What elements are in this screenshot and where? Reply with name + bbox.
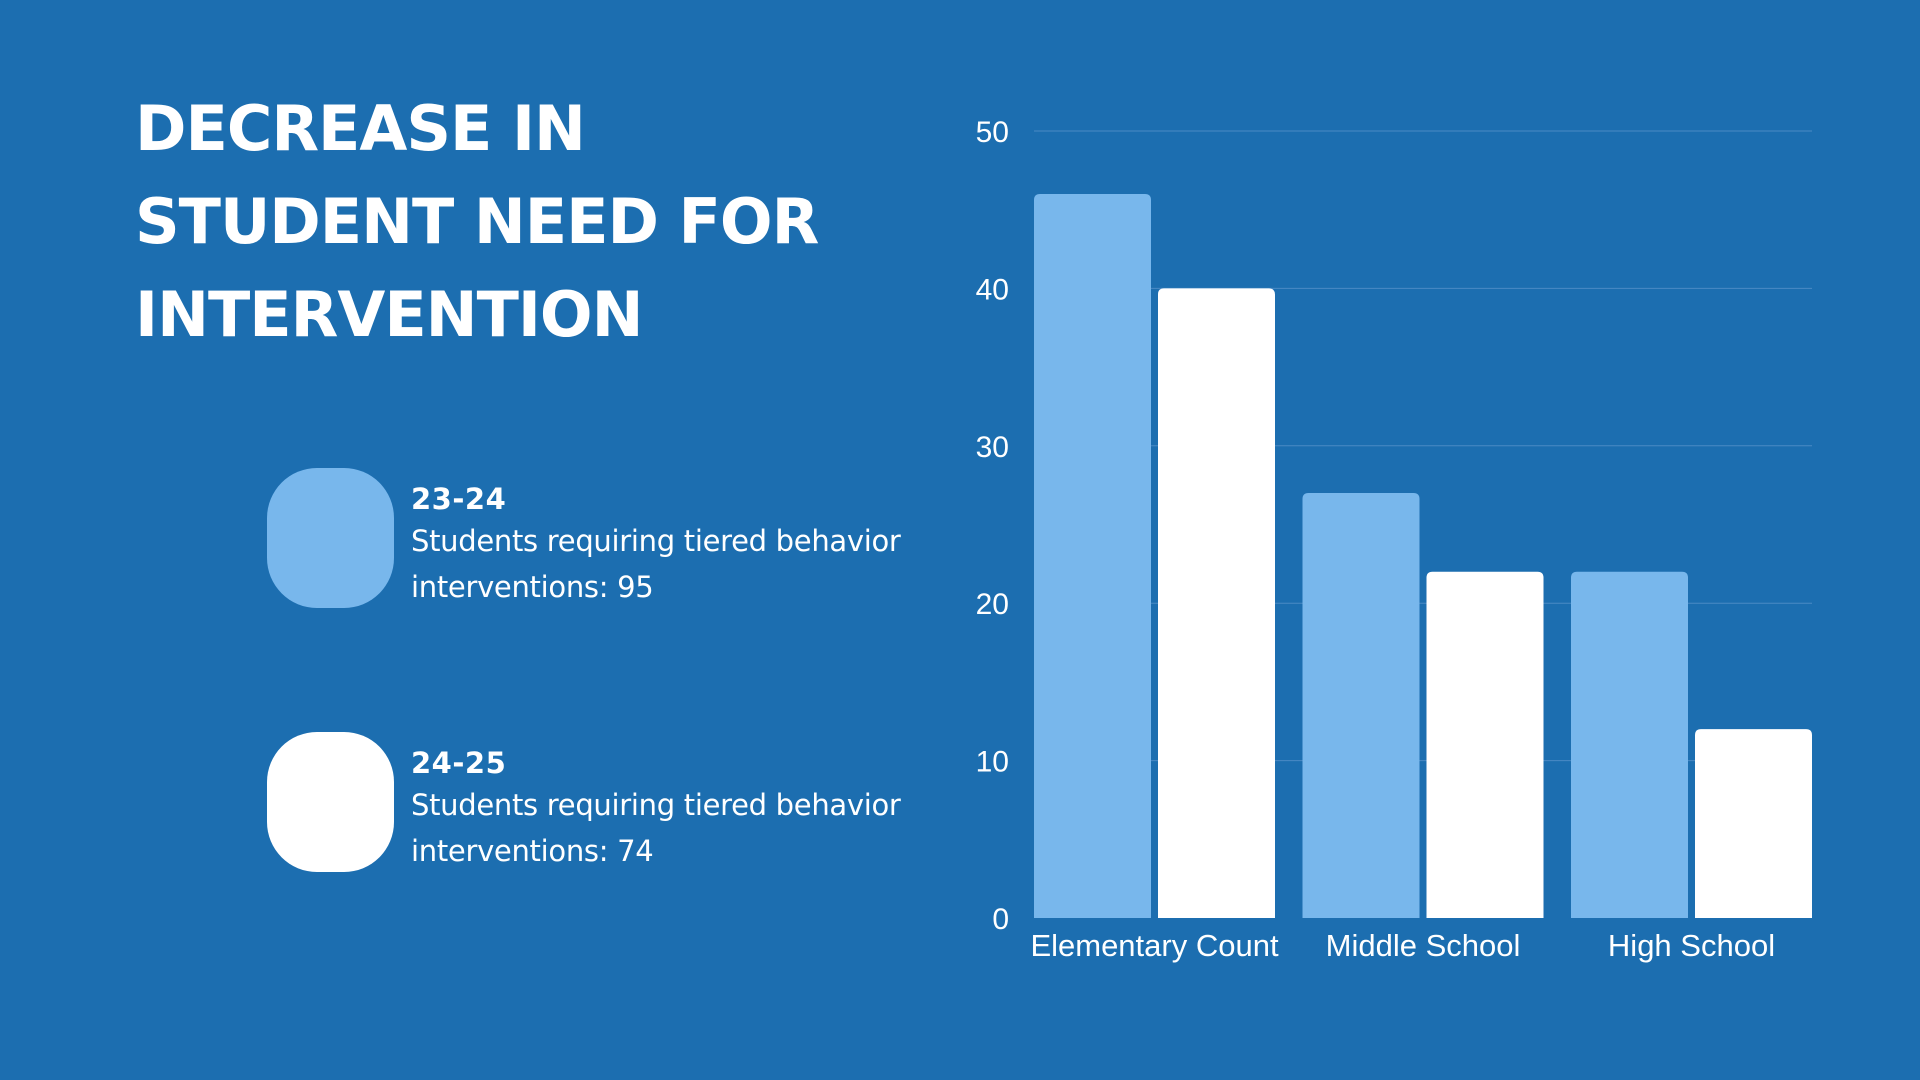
bar-23-24 [1571, 571, 1688, 918]
legend-year-label: 24-25 [411, 746, 507, 780]
y-tick-label: 20 [976, 588, 1009, 621]
bar-24-25 [1158, 288, 1275, 918]
y-tick-label: 50 [976, 116, 1009, 149]
legend-text-23-24: 23-24 Students requiring tiered behavior… [411, 480, 931, 610]
y-tick-label: 30 [976, 431, 1009, 464]
legend-swatch-23-24 [267, 468, 394, 608]
y-tick-label: 40 [976, 273, 1009, 306]
x-tick-label: High School [1608, 928, 1775, 963]
bar-24-25 [1695, 729, 1812, 918]
bar-23-24 [1302, 493, 1420, 918]
legend-year-label: 23-24 [411, 482, 507, 516]
legend-swatch-24-25 [267, 732, 394, 872]
page-title: DECREASE IN STUDENT NEED FOR INTERVENTIO… [135, 92, 819, 351]
legend-text-24-25: 24-25 Students requiring tiered behavior… [411, 744, 931, 874]
bar-23-24 [1034, 193, 1151, 918]
legend-item-23-24: 23-24 Students requiring tiered behavior… [267, 468, 907, 608]
y-tick-label: 0 [992, 903, 1009, 936]
legend-description: Students requiring tiered behavior inter… [411, 788, 901, 868]
y-tick-label: 10 [976, 746, 1009, 779]
x-tick-label: Elementary Count [1030, 928, 1279, 963]
legend-description: Students requiring tiered behavior inter… [411, 524, 901, 604]
legend-item-24-25: 24-25 Students requiring tiered behavior… [267, 732, 907, 872]
x-tick-label: Middle School [1326, 928, 1521, 963]
bar-24-25 [1426, 571, 1544, 918]
